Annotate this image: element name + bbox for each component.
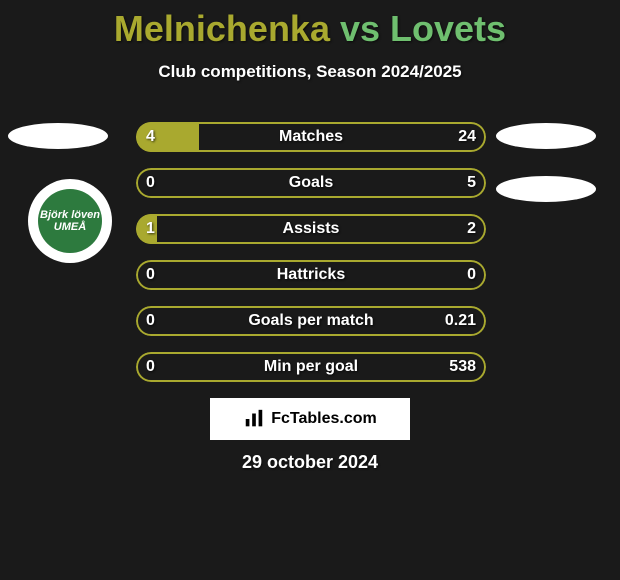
stat-bar: 05Goals <box>136 168 486 198</box>
bars-chart-icon <box>243 408 265 430</box>
stat-bar: 424Matches <box>136 122 486 152</box>
club-badge-text: Björk löven UMEÅ <box>38 209 102 233</box>
title-player2: Lovets <box>390 8 506 49</box>
stat-bar: 0538Min per goal <box>136 352 486 382</box>
bar-label: Hattricks <box>136 266 486 284</box>
left-club-shape <box>8 123 108 149</box>
right-club-shape-1 <box>496 123 596 149</box>
right-club-shape-2 <box>496 176 596 202</box>
bar-label: Matches <box>136 128 486 146</box>
bar-label: Goals <box>136 174 486 192</box>
brand-text: FcTables.com <box>271 410 377 428</box>
stat-bar: 00.21Goals per match <box>136 306 486 336</box>
date-text: 29 october 2024 <box>0 452 620 473</box>
subtitle: Club competitions, Season 2024/2025 <box>0 62 620 82</box>
bar-label: Assists <box>136 220 486 238</box>
stat-bar: 12Assists <box>136 214 486 244</box>
title-player1: Melnichenka <box>114 8 330 49</box>
page-title: Melnichenka vs Lovets <box>0 0 620 50</box>
club-badge-inner: Björk löven UMEÅ <box>38 189 102 253</box>
bar-label: Min per goal <box>136 358 486 376</box>
bar-label: Goals per match <box>136 312 486 330</box>
stat-bar: 00Hattricks <box>136 260 486 290</box>
stats-bars: 424Matches 05Goals 12Assists 00Hattricks 00.… <box>136 122 486 398</box>
title-vs: vs <box>330 8 390 49</box>
club-badge: Björk löven UMEÅ <box>28 179 112 263</box>
brand-box: FcTables.com <box>210 398 410 440</box>
